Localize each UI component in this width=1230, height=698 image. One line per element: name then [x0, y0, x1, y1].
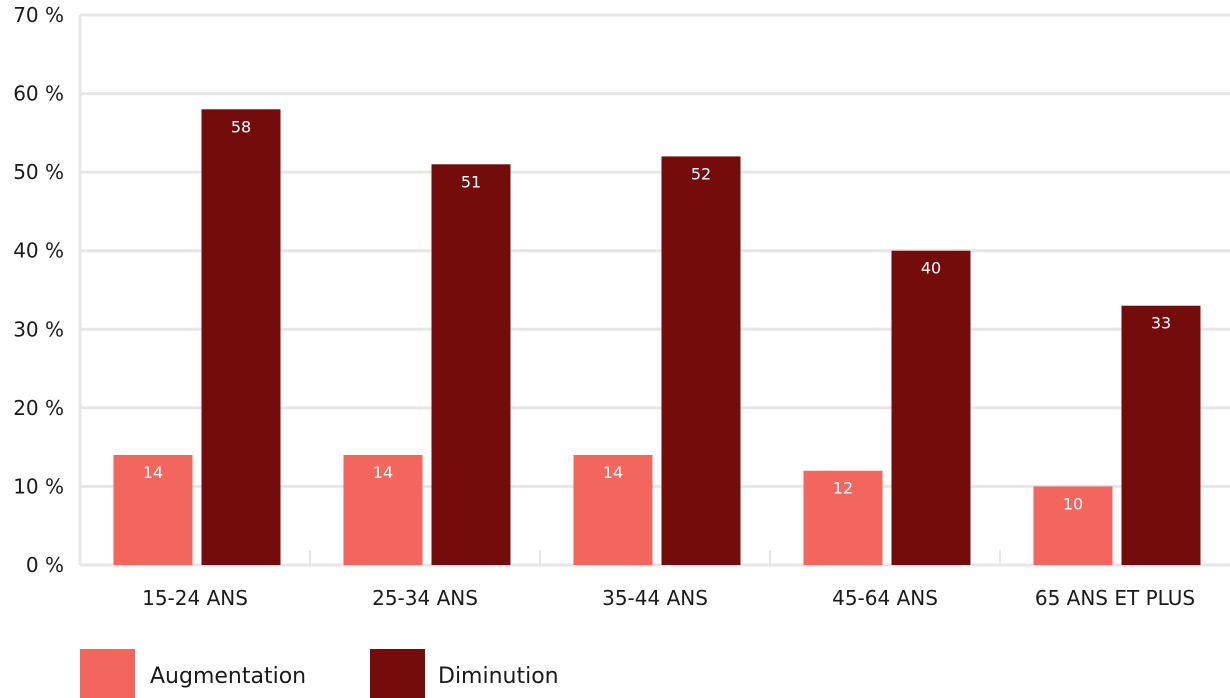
- bar-diminution: [661, 156, 741, 565]
- bar-diminution: [891, 250, 971, 565]
- y-tick-label: 30 %: [13, 317, 64, 341]
- data-label: 40: [921, 259, 941, 278]
- bar-augmentation: [113, 455, 193, 565]
- legend-swatch-diminution: [370, 649, 425, 698]
- y-tick-label: 70 %: [13, 3, 64, 27]
- bar-augmentation: [573, 455, 653, 565]
- data-label: 10: [1063, 494, 1083, 513]
- bar-diminution: [201, 109, 281, 566]
- legend-label-diminution: Diminution: [438, 664, 559, 689]
- x-tick-label: 35-44 ANS: [602, 586, 708, 610]
- data-label: 12: [833, 479, 853, 498]
- data-label: 14: [373, 463, 393, 482]
- y-tick-label: 10 %: [13, 474, 64, 498]
- data-label: 14: [603, 463, 623, 482]
- y-axis: 0 % 10 % 20 % 30 % 40 % 50 % 60 % 70 %: [13, 3, 64, 577]
- x-tick-label: 15-24 ANS: [142, 586, 248, 610]
- x-tick-label: 65 ANS ET PLUS: [1035, 586, 1195, 610]
- bar-diminution: [431, 164, 511, 566]
- y-tick-label: 0 %: [26, 553, 64, 577]
- data-label: 51: [461, 172, 481, 191]
- x-tick-label: 25-34 ANS: [372, 586, 478, 610]
- data-label: 52: [691, 164, 711, 183]
- bar-augmentation: [1033, 486, 1113, 565]
- data-label: 33: [1151, 314, 1171, 333]
- x-axis: 15-24 ANS 25-34 ANS 35-44 ANS 45-64 ANS 65 A…: [142, 550, 1195, 610]
- bar-diminution: [1121, 305, 1201, 565]
- x-tick-label: 45-64 ANS: [832, 586, 938, 610]
- bar-augmentation: [803, 470, 883, 565]
- y-tick-label: 40 %: [13, 239, 64, 263]
- legend-label-augmentation: Augmentation: [150, 664, 306, 689]
- legend: Augmentation Diminution: [80, 649, 559, 698]
- y-tick-label: 20 %: [13, 396, 64, 420]
- bars: 14 58 14 51 14 52 12 40 10 33: [113, 109, 1201, 566]
- y-tick-label: 60 %: [13, 82, 64, 106]
- bar-augmentation: [343, 455, 423, 565]
- y-tick-label: 50 %: [13, 160, 64, 184]
- legend-swatch-augmentation: [80, 649, 135, 698]
- data-label: 58: [231, 117, 251, 136]
- data-label: 14: [143, 463, 163, 482]
